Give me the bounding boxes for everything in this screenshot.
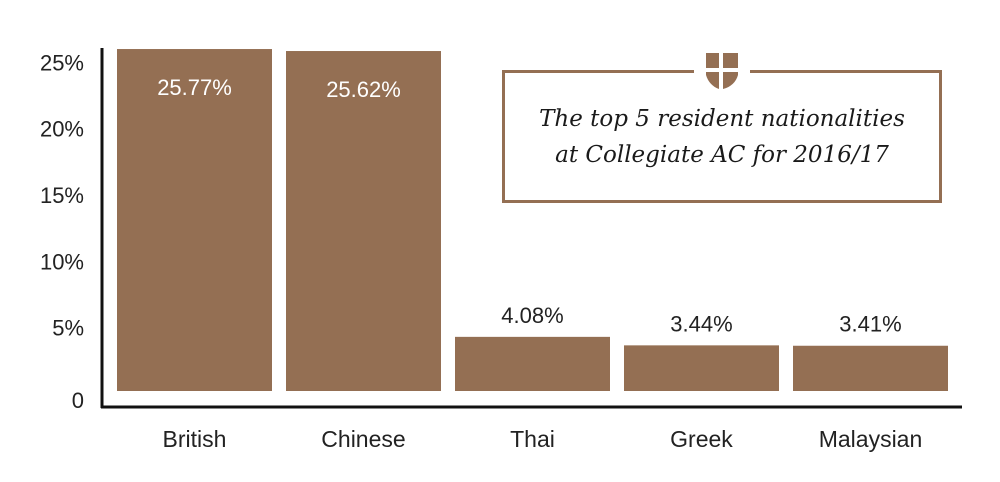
data-label-greek: 3.44%	[670, 311, 732, 336]
x-tick-label-chinese: Chinese	[321, 426, 405, 452]
data-label-malaysian: 3.41%	[839, 312, 901, 337]
y-tick-label: 15%	[40, 183, 84, 208]
x-tick-label-british: British	[163, 426, 227, 452]
y-tick-label: 0	[72, 388, 84, 413]
data-label-thai: 4.08%	[501, 303, 563, 328]
y-tick-label: 5%	[52, 316, 84, 341]
x-tick-label-greek: Greek	[670, 426, 733, 452]
bar-british	[117, 49, 272, 391]
bars-group	[117, 49, 948, 392]
bar-greek	[624, 345, 779, 391]
y-axis-ticks: 0 5% 10% 15% 20% 25%	[40, 50, 84, 413]
y-tick-label: 10%	[40, 249, 84, 274]
chart-title-line-1: The top 5 resident nationalities	[539, 105, 905, 132]
x-tick-label-malaysian: Malaysian	[819, 426, 923, 452]
chart-title-line-2: at Collegiate AC for 2016/17	[555, 141, 889, 168]
bar-malaysian	[793, 345, 948, 391]
shield-crest-icon	[694, 46, 750, 96]
data-labels-group: 25.77% 25.62% 4.08% 3.44% 3.41%	[157, 75, 902, 337]
bar-chinese	[286, 51, 441, 392]
data-label-british: 25.77%	[157, 75, 232, 100]
x-tick-label-thai: Thai	[510, 426, 555, 452]
data-label-chinese: 25.62%	[326, 77, 401, 102]
y-tick-label: 25%	[40, 50, 84, 75]
x-axis-labels: British Chinese Thai Greek Malaysian	[163, 426, 923, 452]
y-tick-label: 20%	[40, 117, 84, 142]
bar-thai	[455, 336, 610, 391]
